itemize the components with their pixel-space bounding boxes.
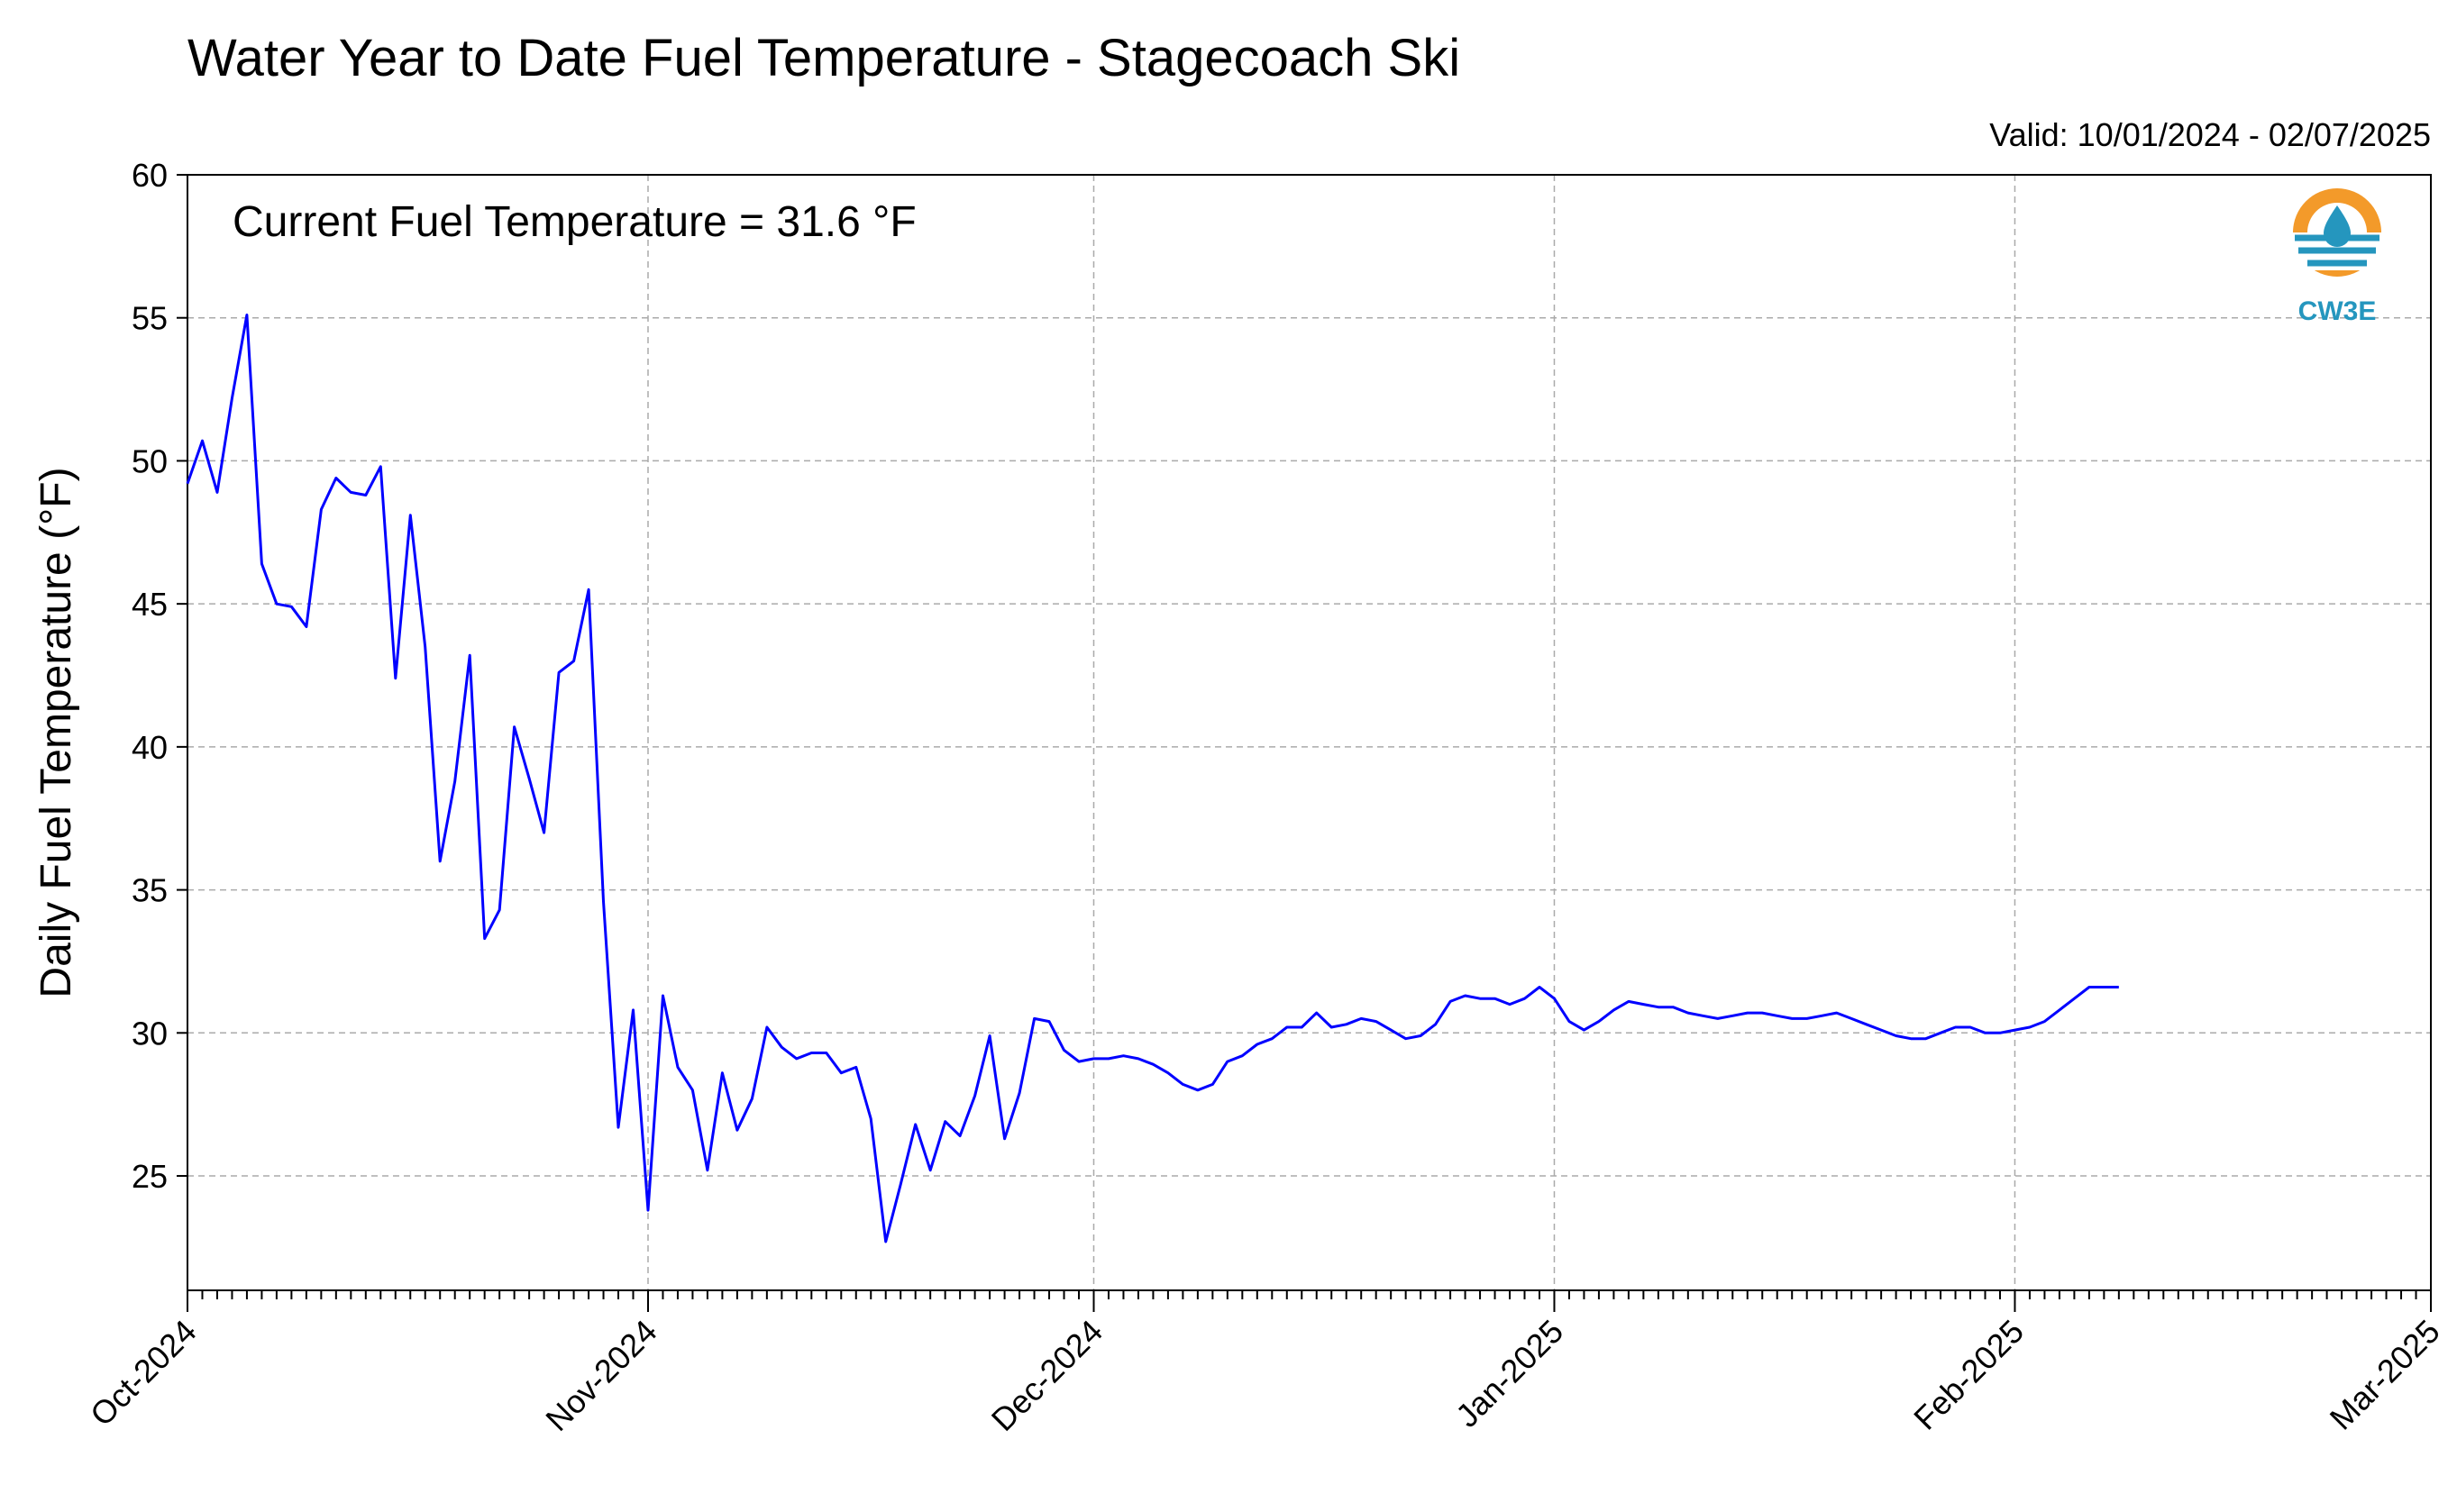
x-tick-label: Mar-2025 bbox=[2323, 1313, 2447, 1437]
y-tick-label: 30 bbox=[132, 1015, 168, 1052]
logo-text: CW3E bbox=[2298, 296, 2377, 326]
y-tick-label: 60 bbox=[132, 157, 168, 194]
series-line bbox=[186, 314, 2119, 1243]
axes: 25 30 35 40 45 50 55 60 Oct-2024 Nov-2024 Dec-2024… bbox=[83, 157, 2447, 1438]
y-tick-label: 55 bbox=[132, 300, 168, 337]
y-tick-label: 45 bbox=[132, 586, 168, 623]
y-tick-label: 25 bbox=[132, 1158, 168, 1195]
y-tick-label: 50 bbox=[132, 442, 168, 479]
x-tick-label: Nov-2024 bbox=[538, 1313, 663, 1438]
water-drop-icon bbox=[2324, 205, 2351, 247]
x-tick-label: Feb-2025 bbox=[1906, 1313, 2031, 1437]
valid-date-range: Valid: 10/01/2024 - 02/07/2025 bbox=[1989, 116, 2431, 153]
plot-frame bbox=[187, 174, 2432, 1291]
x-tick-label: Dec-2024 bbox=[984, 1313, 1110, 1438]
y-axis-label: Daily Fuel Temperature (°F) bbox=[32, 467, 80, 997]
x-tick-label: Jan-2025 bbox=[1448, 1313, 1570, 1435]
x-tick-label: Oct-2024 bbox=[83, 1313, 204, 1434]
y-tick-label: 40 bbox=[132, 729, 168, 766]
y-tick-label: 35 bbox=[132, 872, 168, 909]
grid-lines bbox=[187, 175, 2431, 1290]
chart-title: Water Year to Date Fuel Temperature - St… bbox=[187, 29, 1460, 87]
current-value-annotation: Current Fuel Temperature = 31.6 °F bbox=[233, 198, 917, 246]
cw3e-logo: CW3E bbox=[2293, 188, 2381, 326]
